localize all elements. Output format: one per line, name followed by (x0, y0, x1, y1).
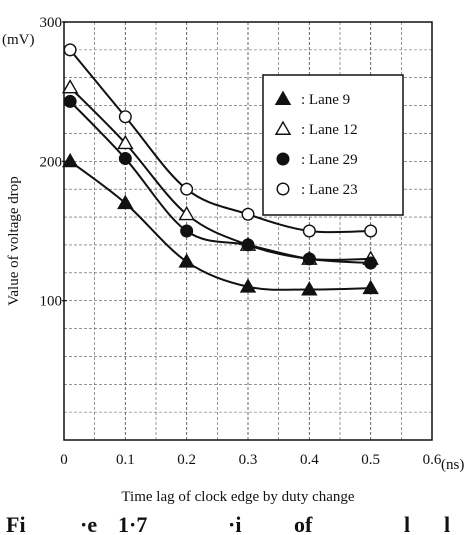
legend-entry-label: : Lane 12 (301, 122, 358, 138)
data-point-filled-circle (302, 252, 316, 266)
caption-fragment: l (444, 515, 451, 535)
x-unit-label: (ns) (441, 457, 464, 473)
legend: : Lane 9 : Lane 12 : Lane 29 : Lane 23 (262, 74, 404, 216)
data-point-open-circle (118, 110, 132, 124)
data-point-open-triangle (178, 205, 195, 221)
legend-marker (276, 152, 290, 166)
data-point-open-circle (241, 207, 255, 221)
data-point-filled-circle (63, 94, 77, 108)
axes-labels: (mV) (ns) Value of voltage drop Time lag… (2, 32, 464, 505)
legend-entry-label: : Lane 9 (301, 92, 350, 108)
x-tick-label: 0.4 (300, 452, 319, 468)
data-point-filled-circle (364, 256, 378, 270)
tick-labels: 0 0.1 0.2 0.3 0.4 0.5 0.6 100 200 300 (40, 15, 442, 468)
data-point-open-circle (302, 224, 316, 238)
caption-fragment: ·i (228, 515, 242, 535)
data-point-filled-circle (118, 152, 132, 166)
x-tick-label: 0 (60, 452, 68, 468)
x-axis-title: Time lag of clock edge by duty change (121, 489, 354, 505)
y-unit-label: (mV) (2, 32, 35, 48)
x-tick-label: 0.1 (116, 452, 135, 468)
data-point-filled-triangle (239, 278, 257, 293)
data-point-filled-circle (180, 224, 194, 238)
caption-fragment: 1·7 (118, 515, 148, 535)
data-point-filled-triangle (61, 152, 79, 168)
data-point-open-circle (180, 182, 194, 196)
legend-marker (274, 120, 292, 135)
x-tick-label: 0.6 (423, 452, 442, 468)
legend-entry-label: : Lane 23 (301, 182, 358, 198)
legend-marker (276, 182, 290, 196)
caption-fragment: Fi (6, 515, 26, 535)
x-tick-label: 0.2 (177, 452, 196, 468)
cropped-caption: Fi ·e 1·7 ·i of l l (0, 515, 474, 535)
plot-frame (63, 21, 433, 441)
y-axis-title: Value of voltage drop (6, 176, 22, 306)
data-point-filled-triangle (178, 253, 195, 268)
y-tick-label: 100 (40, 294, 63, 310)
data-point-open-triangle (117, 134, 134, 150)
data-point-filled-triangle (117, 194, 134, 210)
y-tick-label: 200 (40, 154, 63, 170)
voltage-drop-chart: (mV) (ns) Value of voltage drop Time lag… (2, 15, 464, 505)
legend-entry-label: : Lane 29 (301, 152, 358, 168)
data-point-filled-circle (241, 238, 255, 252)
series-markers (61, 43, 379, 296)
caption-fragment: l (404, 515, 411, 535)
data-point-open-circle (63, 43, 77, 57)
data-point-filled-triangle (362, 279, 379, 295)
x-tick-label: 0.5 (361, 452, 380, 468)
data-point-open-circle (364, 224, 378, 238)
data-point-open-triangle (61, 79, 79, 94)
data-point-filled-triangle (301, 281, 318, 296)
caption-fragment: of (294, 515, 313, 535)
legend-marker (274, 90, 292, 105)
y-tick-label: 300 (40, 15, 63, 31)
x-tick-label: 0.3 (239, 452, 258, 468)
caption-fragment: ·e (80, 515, 98, 535)
